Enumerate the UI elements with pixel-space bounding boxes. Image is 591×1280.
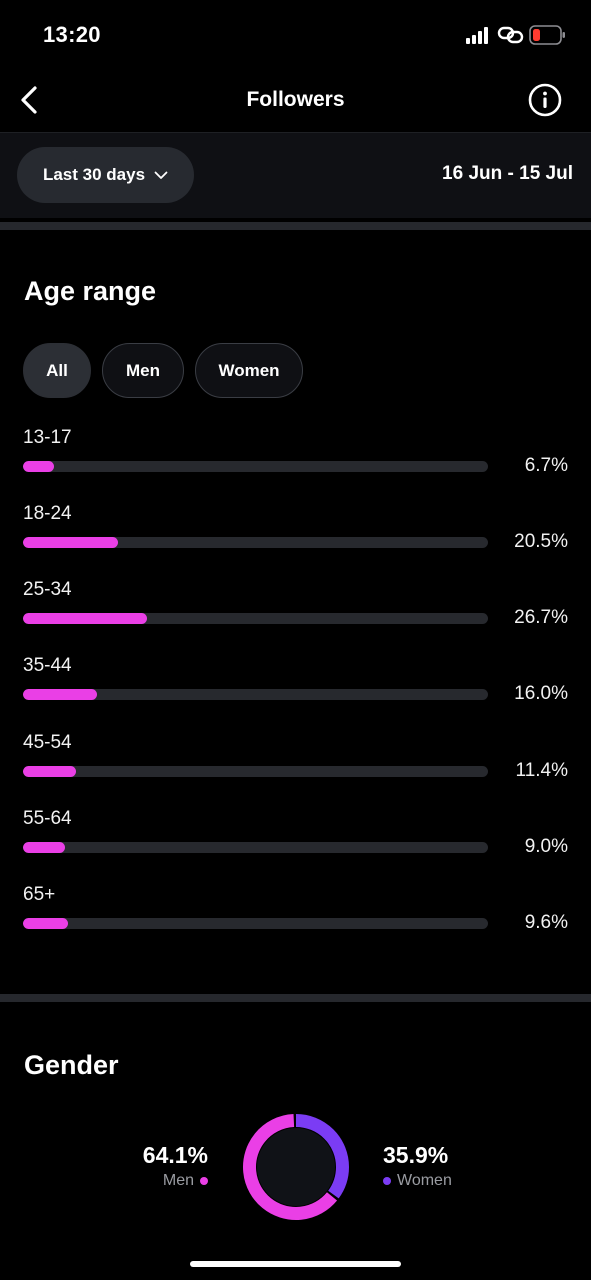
date-range-dropdown-label: Last 30 days: [42, 165, 146, 184]
gender-donut-chart: [243, 1114, 349, 1220]
age-row-percent: 6.7%: [524, 455, 568, 476]
men-dot-icon: [200, 1177, 208, 1185]
chevron-down-icon: [154, 171, 168, 179]
age-row-label: 35-44: [23, 655, 72, 676]
donut-arc-men: [243, 1114, 349, 1220]
donut-arc-women: [243, 1114, 349, 1220]
back-button[interactable]: [14, 82, 44, 118]
age-row-label: 55-64: [23, 808, 72, 829]
chip-women[interactable]: Women: [195, 343, 303, 398]
age-bar-track: [23, 766, 488, 777]
age-bar-fill: [23, 537, 119, 548]
age-row-percent: 26.7%: [514, 607, 568, 628]
section-divider: [0, 222, 591, 230]
chevron-left-icon: [21, 86, 37, 114]
age-row-label: 45-54: [23, 732, 72, 753]
date-range-text: 16 Jun - 15 Jul: [442, 163, 573, 184]
women-dot-icon: [383, 1177, 391, 1185]
battery-icon: [529, 25, 565, 45]
page-title: Followers: [246, 88, 345, 111]
status-bar: 13:20: [0, 0, 591, 70]
age-row: 18-24 20.5%: [0, 503, 591, 563]
age-row: 45-54 11.4%: [0, 732, 591, 792]
age-row-percent: 9.6%: [524, 912, 568, 933]
age-bar-track: [23, 842, 488, 853]
gender-men-stat: 64.1% Men: [110, 1142, 208, 1190]
age-row: 55-64 9.0%: [0, 808, 591, 868]
age-bar-fill: [23, 766, 76, 777]
age-row-percent: 9.0%: [524, 836, 568, 857]
signal-icon: [466, 26, 492, 44]
age-range-title: Age range: [24, 276, 157, 306]
date-range-dropdown[interactable]: Last 30 days: [17, 147, 194, 203]
age-row-percent: 16.0%: [514, 683, 568, 704]
donut-center: [257, 1128, 335, 1206]
age-filter-chips: All Men Women: [23, 343, 303, 398]
age-row-label: 13-17: [23, 427, 72, 448]
link-icon: [497, 26, 524, 44]
gender-women-stat: 35.9% Women: [383, 1142, 493, 1190]
age-bar-track: [23, 689, 488, 700]
age-row-label: 25-34: [23, 579, 72, 600]
age-row: 13-17 6.7%: [0, 427, 591, 487]
women-percent: 35.9%: [383, 1142, 449, 1168]
age-row: 65+ 9.6%: [0, 884, 591, 944]
age-row-label: 65+: [23, 884, 56, 905]
chip-men[interactable]: Men: [102, 343, 184, 398]
section-divider: [0, 994, 591, 1002]
home-indicator[interactable]: [190, 1261, 401, 1267]
men-label: Men: [162, 1172, 194, 1189]
info-icon[interactable]: [528, 83, 562, 117]
age-row-percent: 20.5%: [514, 531, 568, 552]
age-row: 35-44 16.0%: [0, 655, 591, 715]
age-bar-track: [23, 537, 488, 548]
status-time: 13:20: [43, 22, 101, 47]
age-row-label: 18-24: [23, 503, 72, 524]
age-bar-fill: [23, 918, 68, 929]
chip-all[interactable]: All: [23, 343, 91, 398]
header: Followers: [0, 70, 591, 132]
age-row: 25-34 26.7%: [0, 579, 591, 639]
age-row-percent: 11.4%: [515, 760, 568, 781]
gender-title: Gender: [24, 1050, 119, 1080]
age-bar-track: [23, 918, 488, 929]
age-bar-track: [23, 613, 488, 624]
age-bar-fill: [23, 461, 55, 472]
men-percent: 64.1%: [142, 1142, 208, 1168]
age-bar-fill: [23, 689, 98, 700]
age-bar-fill: [23, 842, 65, 853]
filter-bar: Last 30 days 16 Jun - 15 Jul: [0, 132, 591, 218]
age-bar-fill: [23, 613, 148, 624]
age-bar-track: [23, 461, 488, 472]
women-label: Women: [397, 1172, 452, 1189]
